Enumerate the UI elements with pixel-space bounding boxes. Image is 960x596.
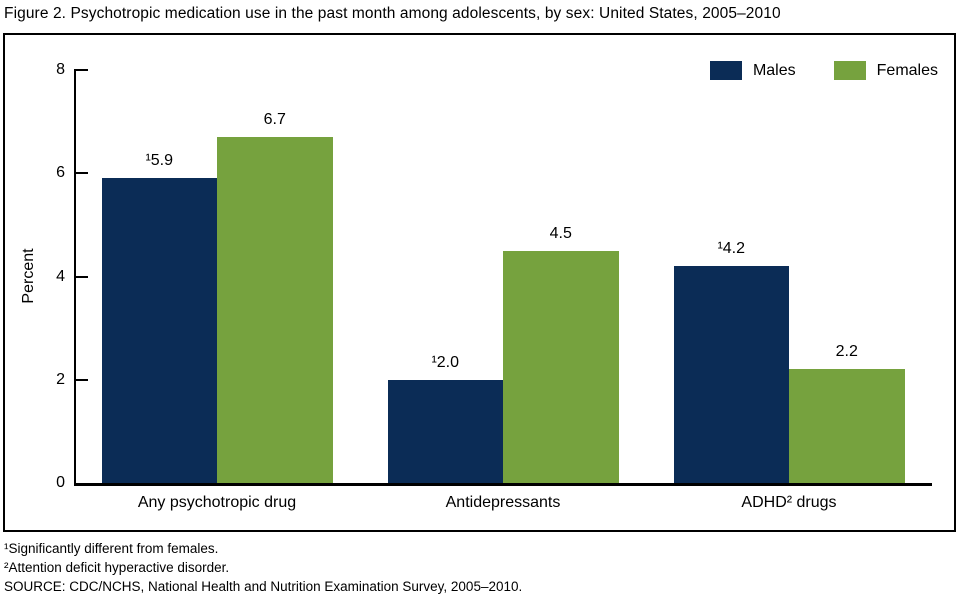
legend-swatch-females bbox=[833, 61, 866, 80]
legend-item-males: Males bbox=[709, 61, 796, 80]
bar-value-label: 6.7 bbox=[263, 111, 286, 129]
footnotes: ¹Significantly different from females. ²… bbox=[4, 539, 522, 596]
bar-females-2 bbox=[503, 250, 619, 483]
chart-frame: 0 2 4 6 8 ¹5.9 6.7 Any psychotropic drug ¹2.0 4.5… bbox=[3, 33, 956, 532]
y-axis-tick bbox=[74, 378, 88, 381]
y-axis-tick-label: 2 bbox=[56, 370, 65, 388]
legend-swatch-males bbox=[709, 61, 742, 80]
legend-label-males: Males bbox=[752, 61, 796, 79]
bar-females-1 bbox=[217, 137, 333, 483]
y-axis-tick bbox=[74, 275, 88, 278]
y-axis-tick-label: 0 bbox=[56, 474, 65, 491]
category-label: Antidepressants bbox=[445, 494, 561, 511]
y-axis-tick-label: 4 bbox=[56, 267, 65, 285]
y-axis-tick-label: 6 bbox=[56, 164, 65, 182]
bar-value-label: ¹2.0 bbox=[431, 353, 460, 371]
footnote-adhd-definition: ²Attention deficit hyperactive disorder. bbox=[4, 560, 230, 575]
bar-males-2 bbox=[387, 379, 503, 483]
y-axis-tick bbox=[74, 172, 88, 175]
y-axis-title: Percent bbox=[20, 248, 37, 304]
category-label: ADHD² drugs bbox=[741, 494, 837, 511]
figure-title: Figure 2. Psychotropic medication use in… bbox=[4, 5, 781, 22]
footnote-significance: ¹Significantly different from females. bbox=[4, 541, 219, 556]
plot-area: 0 2 4 6 8 ¹5.9 6.7 Any psychotropic drug ¹2.0 4.5… bbox=[5, 35, 954, 530]
bar-females-3 bbox=[789, 369, 905, 483]
footnote-source: SOURCE: CDC/NCHS, National Health and Nu… bbox=[4, 579, 523, 594]
legend-label-females: Females bbox=[876, 61, 938, 79]
bar-males-3 bbox=[673, 266, 789, 483]
legend: Males Females bbox=[709, 61, 938, 80]
legend-item-females: Females bbox=[833, 61, 938, 80]
bar-value-label: ¹4.2 bbox=[717, 240, 746, 258]
bar-value-label: 2.2 bbox=[835, 343, 858, 361]
y-axis-tick bbox=[74, 69, 88, 71]
y-axis-line bbox=[74, 70, 76, 486]
y-axis-tick-label: 8 bbox=[56, 61, 65, 78]
bar-males-1 bbox=[101, 178, 217, 483]
category-label: Any psychotropic drug bbox=[137, 494, 297, 511]
x-axis-line bbox=[74, 483, 932, 486]
bar-value-label: ¹5.9 bbox=[145, 152, 174, 170]
bar-value-label: 4.5 bbox=[549, 224, 572, 242]
